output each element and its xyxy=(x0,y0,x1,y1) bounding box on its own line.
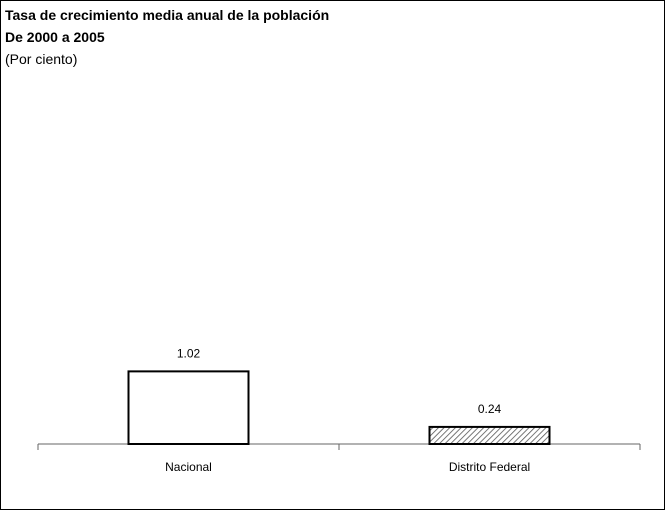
data-label: 0.24 xyxy=(478,402,502,416)
bar-nacional xyxy=(127,370,250,446)
chart-title-period: De 2000 a 2005 xyxy=(5,29,105,45)
chart-title-block: Tasa de crecimiento media anual de la po… xyxy=(5,4,329,70)
chart-subtitle: (Por ciento) xyxy=(5,51,78,67)
x-tick-label: Distrito Federal xyxy=(449,460,530,474)
chart-title: Tasa de crecimiento media anual de la po… xyxy=(5,7,330,23)
data-label: 1.02 xyxy=(177,346,201,360)
x-tick-label: Nacional xyxy=(165,460,212,474)
bar-distrito-federal xyxy=(428,425,551,445)
